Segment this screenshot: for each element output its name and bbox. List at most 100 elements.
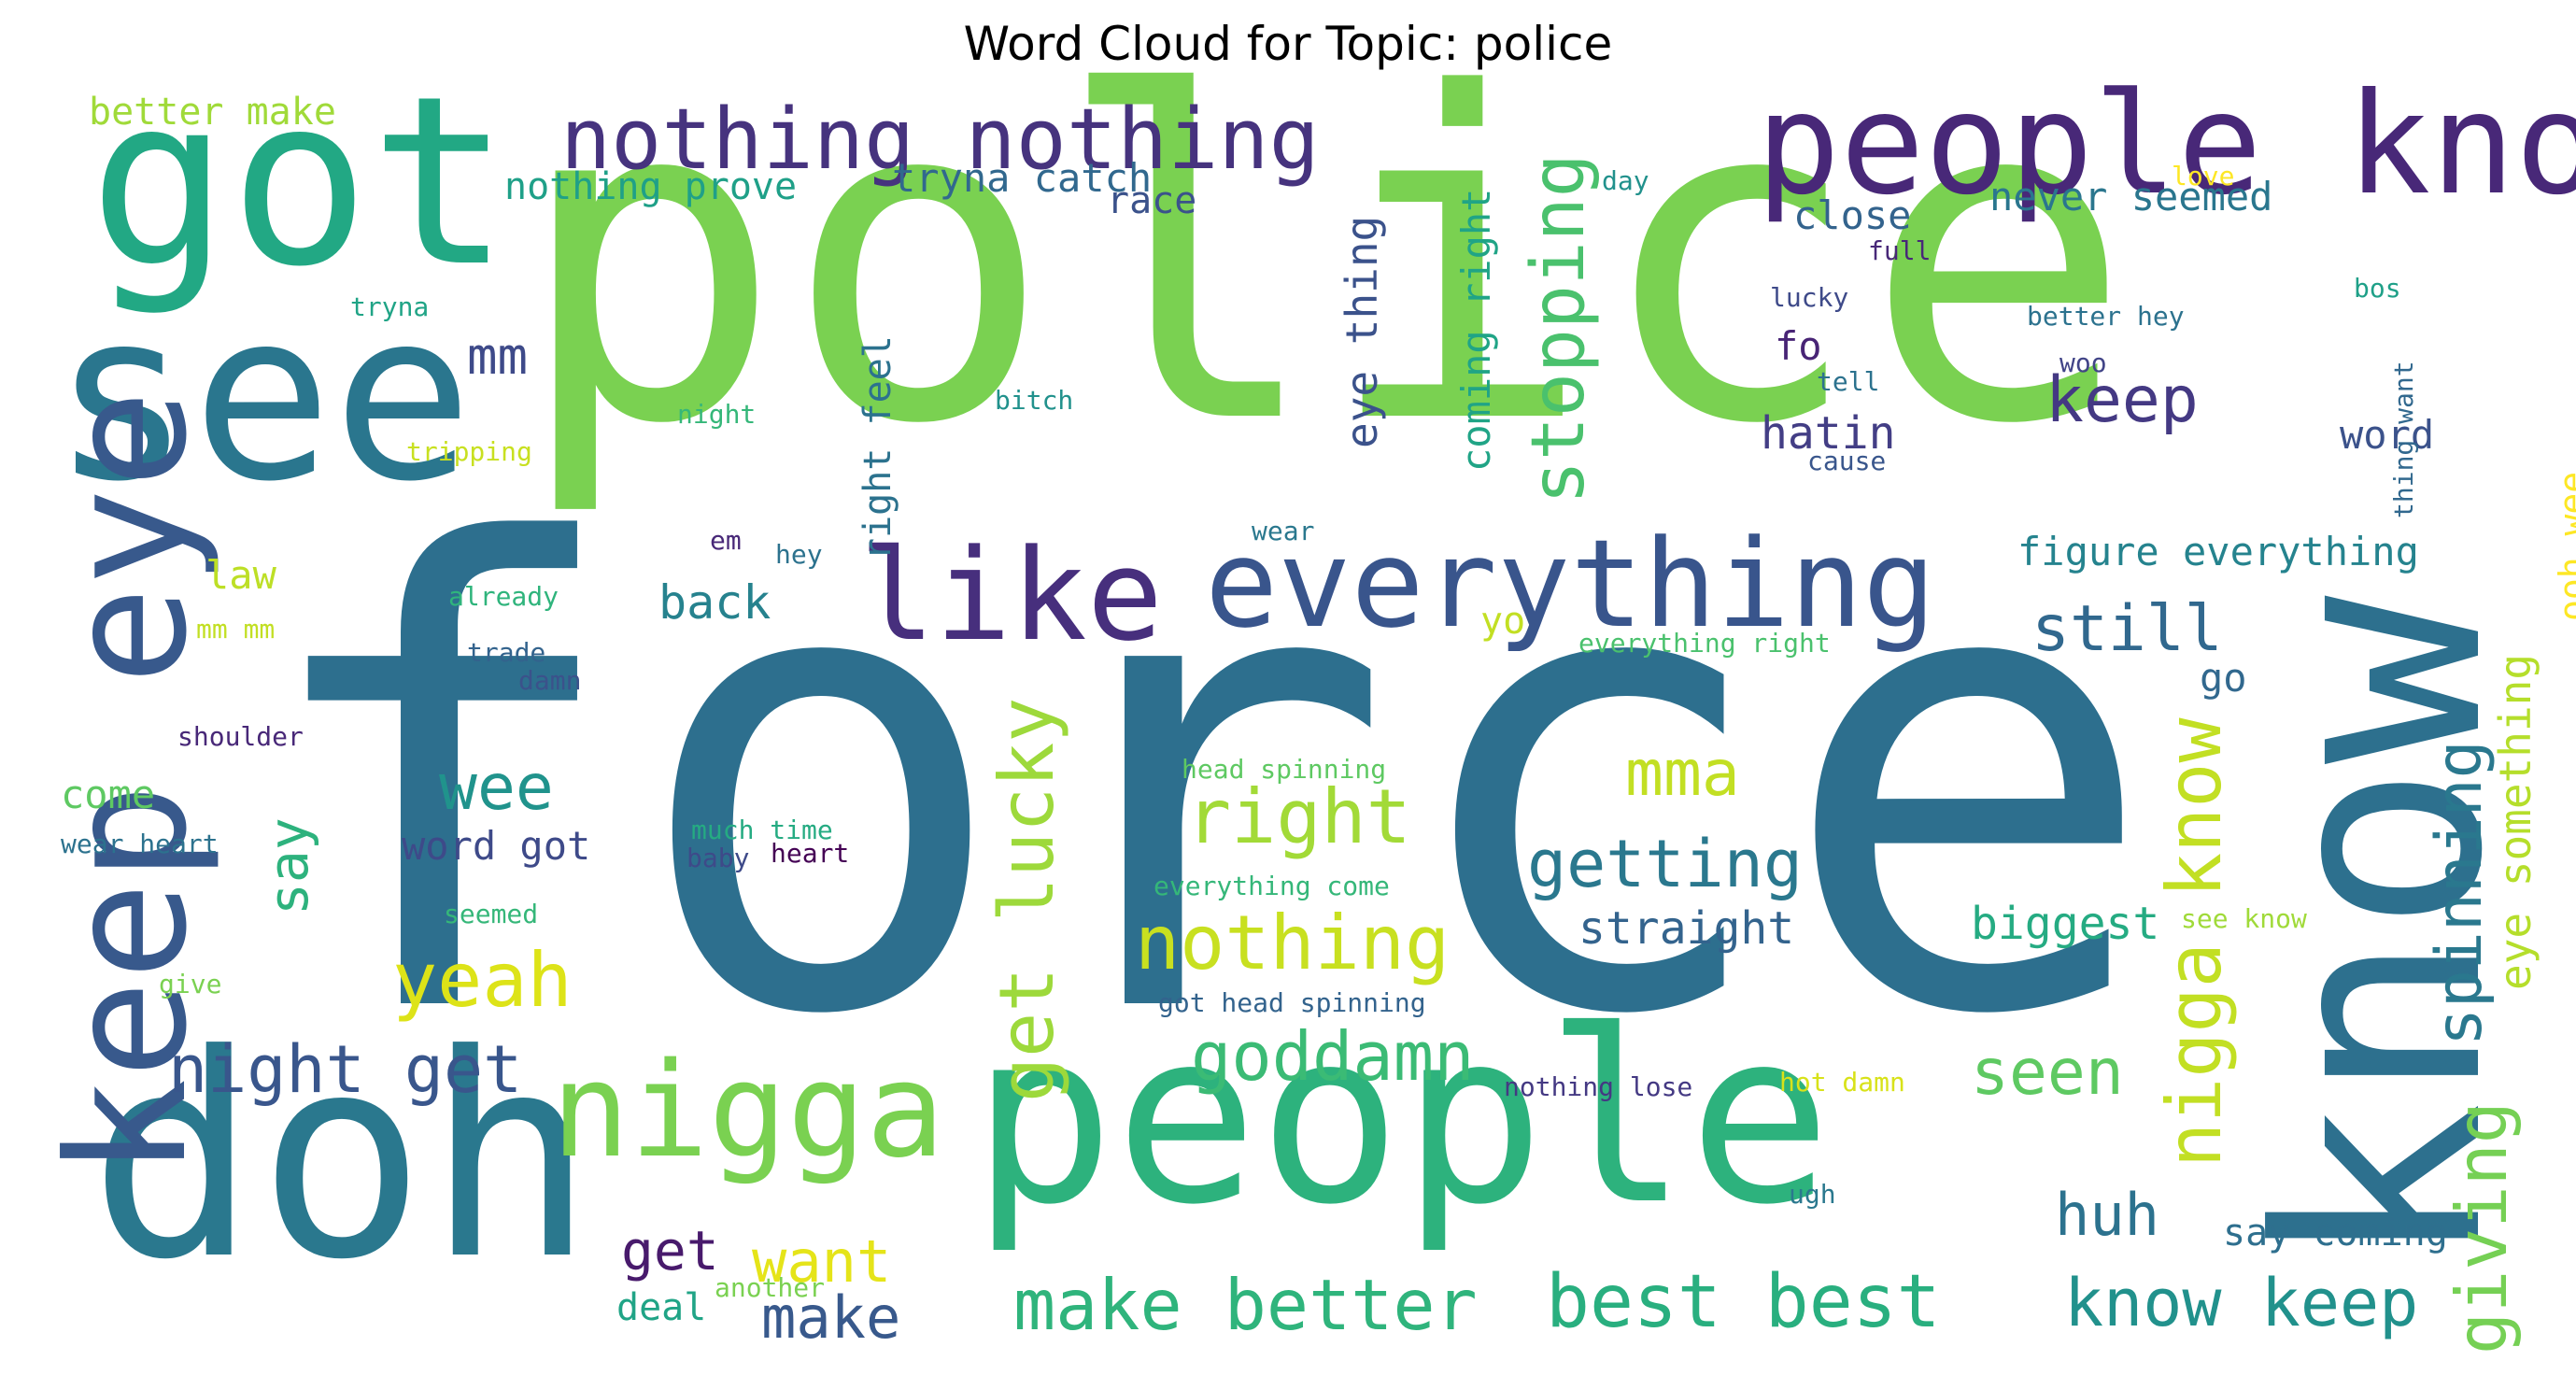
word-18: stopping: [1517, 153, 1601, 504]
word-37: mm: [467, 327, 529, 386]
word-39: eye thing: [1337, 215, 1387, 448]
word-74: tryna: [350, 291, 430, 322]
word-69: woo: [2059, 347, 2107, 378]
word-97: hot damn: [1779, 1067, 1905, 1098]
word-63: love: [2172, 161, 2235, 191]
word-17: giving: [2441, 1101, 2523, 1354]
word-75: night: [677, 399, 757, 430]
word-42: figure everything: [2017, 529, 2419, 574]
word-96: nothing lose: [1504, 1071, 1693, 1102]
word-41: right feel: [856, 335, 899, 560]
word-50: hatin: [1761, 407, 1896, 460]
word-30: wee: [439, 751, 554, 825]
word-95: see know: [2181, 903, 2307, 934]
word-62: yo: [1480, 600, 1526, 643]
word-10: like: [859, 522, 1164, 669]
word-38: eye something: [2490, 653, 2541, 990]
word-16: get lucky: [984, 697, 1070, 1102]
word-73: wear: [1252, 516, 1315, 546]
word-26: yeah: [392, 937, 573, 1024]
word-71: thing want: [2388, 361, 2419, 518]
word-60: say coming: [2223, 1212, 2448, 1255]
word-15: best best: [1546, 1260, 1941, 1344]
chart-title: Word Cloud for Topic: police: [963, 17, 1613, 71]
word-90: wear heart: [61, 829, 219, 859]
word-28: still: [2031, 592, 2223, 666]
word-86: head spinning: [1182, 754, 1387, 785]
word-40: coming right: [1453, 188, 1499, 472]
word-70: tell: [1817, 366, 1880, 397]
word-55: law: [205, 552, 276, 598]
word-52: word got: [402, 823, 591, 869]
word-33: make: [761, 1283, 901, 1352]
word-8: people know: [1756, 64, 2576, 226]
word-25: know keep: [2064, 1265, 2419, 1341]
word-77: tripping: [406, 436, 532, 467]
word-29: keep: [2045, 363, 2199, 437]
word-11: nigga: [551, 1035, 945, 1187]
word-54: come: [61, 772, 156, 817]
word-46: never seemed: [1989, 174, 2273, 220]
word-80: already: [448, 581, 559, 612]
word-57: fo: [1775, 323, 1822, 369]
word-58: go: [2200, 655, 2247, 701]
word-22: goddamn: [1191, 1017, 1475, 1096]
word-43: tryna catch: [892, 155, 1153, 201]
word-81: mm mm: [196, 614, 276, 645]
word-94: got head spinning: [1158, 987, 1426, 1018]
word-72: cause: [1807, 446, 1887, 476]
word-47: close: [1793, 192, 1912, 238]
word-99: another: [715, 1272, 826, 1303]
word-98: ugh: [1789, 1179, 1836, 1210]
word-92: give: [159, 969, 222, 999]
word-36: say: [257, 817, 320, 915]
word-78: em: [710, 525, 742, 556]
word-23: getting: [1527, 826, 1804, 902]
word-87: much time: [691, 815, 833, 845]
word-76: bitch: [995, 385, 1074, 416]
word-68: better hey: [2027, 301, 2185, 332]
word-1: police: [514, 0, 2133, 522]
word-56: race: [1107, 179, 1197, 222]
word-84: shoulder: [177, 721, 304, 752]
word-82: trade: [467, 637, 546, 668]
word-88: baby: [686, 843, 750, 873]
word-14: make better: [1013, 1264, 1478, 1346]
word-45: better make: [89, 91, 336, 134]
word-2: people: [971, 980, 1833, 1257]
word-93: everything come: [1154, 871, 1390, 901]
word-34: get: [621, 1219, 719, 1283]
word-85: everything right: [1578, 628, 1831, 659]
word-49: biggest: [1971, 898, 2160, 950]
word-6: see: [51, 261, 474, 532]
word-0: force: [248, 415, 2159, 1154]
word-79: hey: [775, 539, 823, 570]
word-91: seemed: [444, 899, 539, 929]
word-13: nigga know: [2151, 717, 2238, 1168]
word-83: damn: [518, 665, 582, 696]
word-59: ooh wee: [2552, 471, 2576, 621]
word-53: back: [658, 575, 771, 630]
word-12: nothing nothing: [560, 91, 1320, 189]
word-20: right: [1186, 773, 1411, 860]
word-27: seen: [1971, 1036, 2124, 1110]
word-44: nothing prove: [504, 165, 798, 208]
word-51: word: [2340, 412, 2435, 458]
word-61: deal: [616, 1286, 707, 1329]
word-21: nothing: [1135, 900, 1451, 986]
word-32: want: [752, 1227, 892, 1296]
word-48: straight: [1578, 902, 1795, 955]
word-65: full: [1868, 235, 1932, 266]
word-35: huh: [2055, 1181, 2159, 1249]
word-66: lucky: [1770, 282, 1849, 313]
word-64: day: [1602, 165, 1649, 196]
word-19: spinning: [2423, 740, 2497, 1046]
word-31: mma: [1625, 737, 1740, 811]
word-9: everything: [1205, 513, 1936, 655]
word-67: bos: [2354, 273, 2401, 304]
word-89: heart: [771, 838, 850, 869]
word-5: got: [89, 46, 511, 318]
word-4: doh: [89, 995, 595, 1321]
word-24: night get: [168, 1031, 523, 1108]
